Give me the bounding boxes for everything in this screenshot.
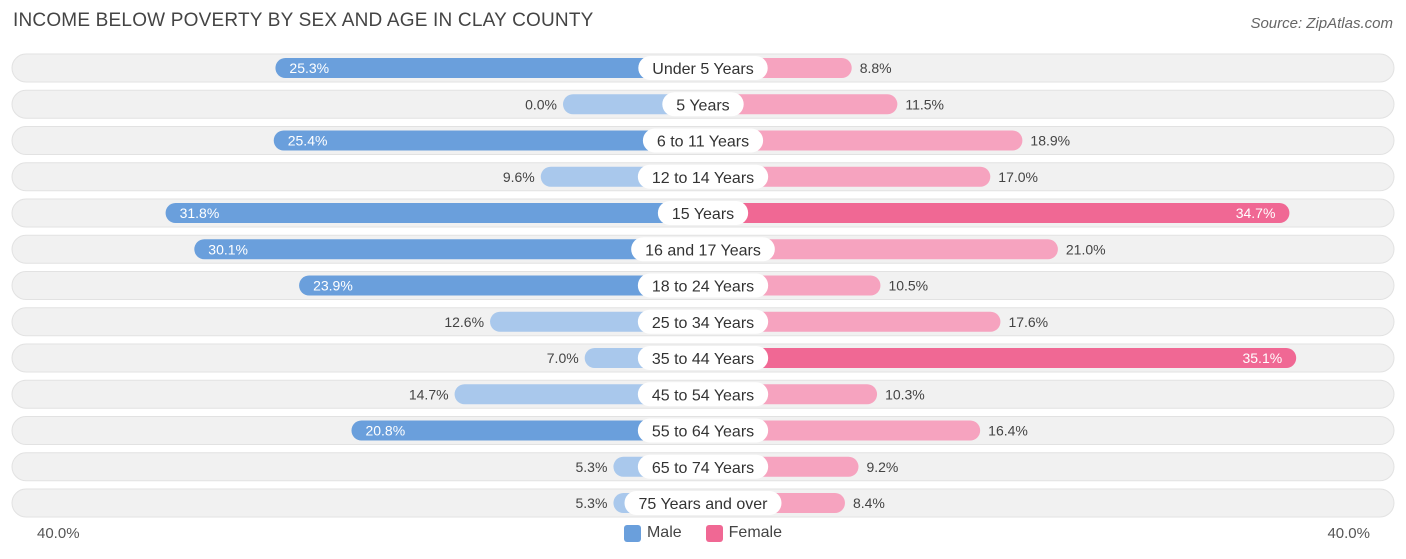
female-value-label: 9.2%	[866, 459, 898, 475]
male-value-label: 31.8%	[180, 205, 220, 221]
female-bar	[703, 166, 991, 187]
female-value-label: 8.8%	[860, 60, 892, 76]
chart-row: 7.0% 35.1% 35 to 44 Years	[11, 343, 1395, 373]
female-value-label: 10.5%	[888, 278, 928, 294]
legend-male-label: Male	[646, 524, 682, 541]
category-pill	[638, 56, 768, 80]
chart-row: 20.8% 16.4% 55 to 64 Years	[11, 416, 1395, 445]
male-swatch	[623, 524, 641, 542]
female-bar	[703, 239, 1058, 260]
category-label: 25 to 34 Years	[652, 315, 754, 332]
female-value-label: 17.0%	[998, 169, 1038, 185]
category-label: 75 Years and over	[639, 496, 769, 513]
chart-canvas: 25.3% 8.8% Under 5 Years 0.0% 11.5% 5 Years 25…	[11, 53, 1395, 518]
male-value-label: 7.0%	[547, 350, 579, 366]
category-label: 5 Years	[676, 97, 729, 114]
male-value-label: 12.6%	[444, 314, 484, 330]
female-value-label: 34.7%	[1236, 205, 1276, 221]
male-value-label: 14.7%	[409, 386, 449, 402]
category-pill	[662, 92, 744, 117]
axis-left-label: 40.0%	[37, 525, 80, 542]
legend-female-label: Female	[728, 524, 783, 541]
female-value-label: 11.5%	[905, 96, 944, 112]
category-label: 12 to 14 Years	[652, 170, 754, 187]
female-bar	[703, 348, 1297, 368]
category-pill	[637, 273, 769, 298]
chart-row: 14.7% 10.3% 45 to 54 Years	[11, 379, 1395, 409]
female-value-label: 8.4%	[853, 495, 885, 511]
chart-row: 23.9% 10.5% 18 to 24 Years	[11, 271, 1395, 300]
male-bar	[165, 203, 703, 223]
category-label: Under 5 Years	[652, 61, 753, 78]
chart-row: 25.3% 8.8% Under 5 Years	[11, 53, 1395, 83]
category-label: 16 and 17 Years	[645, 242, 761, 259]
female-value-label: 18.9%	[1030, 133, 1070, 149]
female-value-label: 21.0%	[1066, 241, 1106, 257]
category-pill	[657, 201, 749, 225]
male-bar	[351, 420, 703, 441]
female-value-label: 10.3%	[885, 386, 925, 402]
female-bar	[703, 94, 898, 115]
female-value-label: 16.4%	[988, 423, 1028, 439]
male-value-label: 20.8%	[365, 423, 405, 439]
category-label: 45 to 54 Years	[652, 387, 754, 404]
legend: Male Female	[0, 524, 1406, 542]
category-label: 18 to 24 Years	[652, 279, 754, 296]
male-value-label: 0.0%	[525, 96, 557, 112]
source-note: Source: ZipAtlas.com	[1250, 15, 1393, 32]
chart-row: 5.3% 8.4% 75 Years and over	[11, 488, 1395, 518]
category-pill	[637, 382, 769, 407]
female-bar	[703, 130, 1023, 151]
category-label: 65 to 74 Years	[652, 460, 754, 477]
chart-row: 25.4% 18.9% 6 to 11 Years	[11, 126, 1395, 155]
male-value-label: 25.4%	[288, 133, 328, 149]
legend-item-female: Female	[705, 524, 783, 542]
female-value-label: 17.6%	[1008, 314, 1048, 330]
category-pill	[637, 454, 769, 479]
male-bar	[299, 275, 703, 296]
male-value-label: 5.3%	[576, 495, 608, 511]
male-bar	[275, 58, 703, 78]
chart-row: 0.0% 11.5% 5 Years	[11, 89, 1395, 119]
male-value-label: 25.3%	[289, 60, 329, 76]
category-pill	[624, 491, 782, 515]
chart-row: 30.1% 21.0% 16 and 17 Years	[11, 234, 1395, 264]
female-swatch	[705, 524, 723, 542]
chart-row: 9.6% 17.0% 12 to 14 Years	[11, 162, 1395, 192]
male-bar	[194, 239, 703, 260]
male-bar	[273, 130, 703, 151]
male-value-label: 30.1%	[208, 241, 248, 257]
category-pill	[631, 237, 775, 262]
male-value-label: 5.3%	[576, 459, 608, 475]
category-pill	[642, 128, 764, 153]
male-value-label: 23.9%	[313, 278, 353, 294]
axis-right-label: 40.0%	[1327, 525, 1370, 542]
female-bar	[703, 311, 1001, 332]
chart-row: 31.8% 34.7% 15 Years	[11, 198, 1395, 228]
category-label: 35 to 44 Years	[652, 351, 754, 368]
category-label: 6 to 11 Years	[657, 134, 749, 151]
category-label: 55 to 64 Years	[652, 424, 754, 441]
chart-row: 12.6% 17.6% 25 to 34 Years	[11, 307, 1395, 337]
female-value-label: 35.1%	[1242, 350, 1282, 366]
category-pill	[637, 418, 769, 443]
category-pill	[637, 309, 769, 334]
category-label: 15 Years	[672, 206, 734, 223]
chart-title: INCOME BELOW POVERTY BY SEX AND AGE IN C…	[13, 10, 594, 31]
male-value-label: 9.6%	[503, 169, 535, 185]
category-pill	[637, 346, 769, 370]
female-bar	[703, 203, 1290, 223]
female-bar	[703, 420, 981, 441]
category-pill	[637, 164, 769, 189]
legend-item-male: Male	[623, 524, 682, 542]
chart-row: 5.3% 9.2% 65 to 74 Years	[11, 452, 1395, 482]
